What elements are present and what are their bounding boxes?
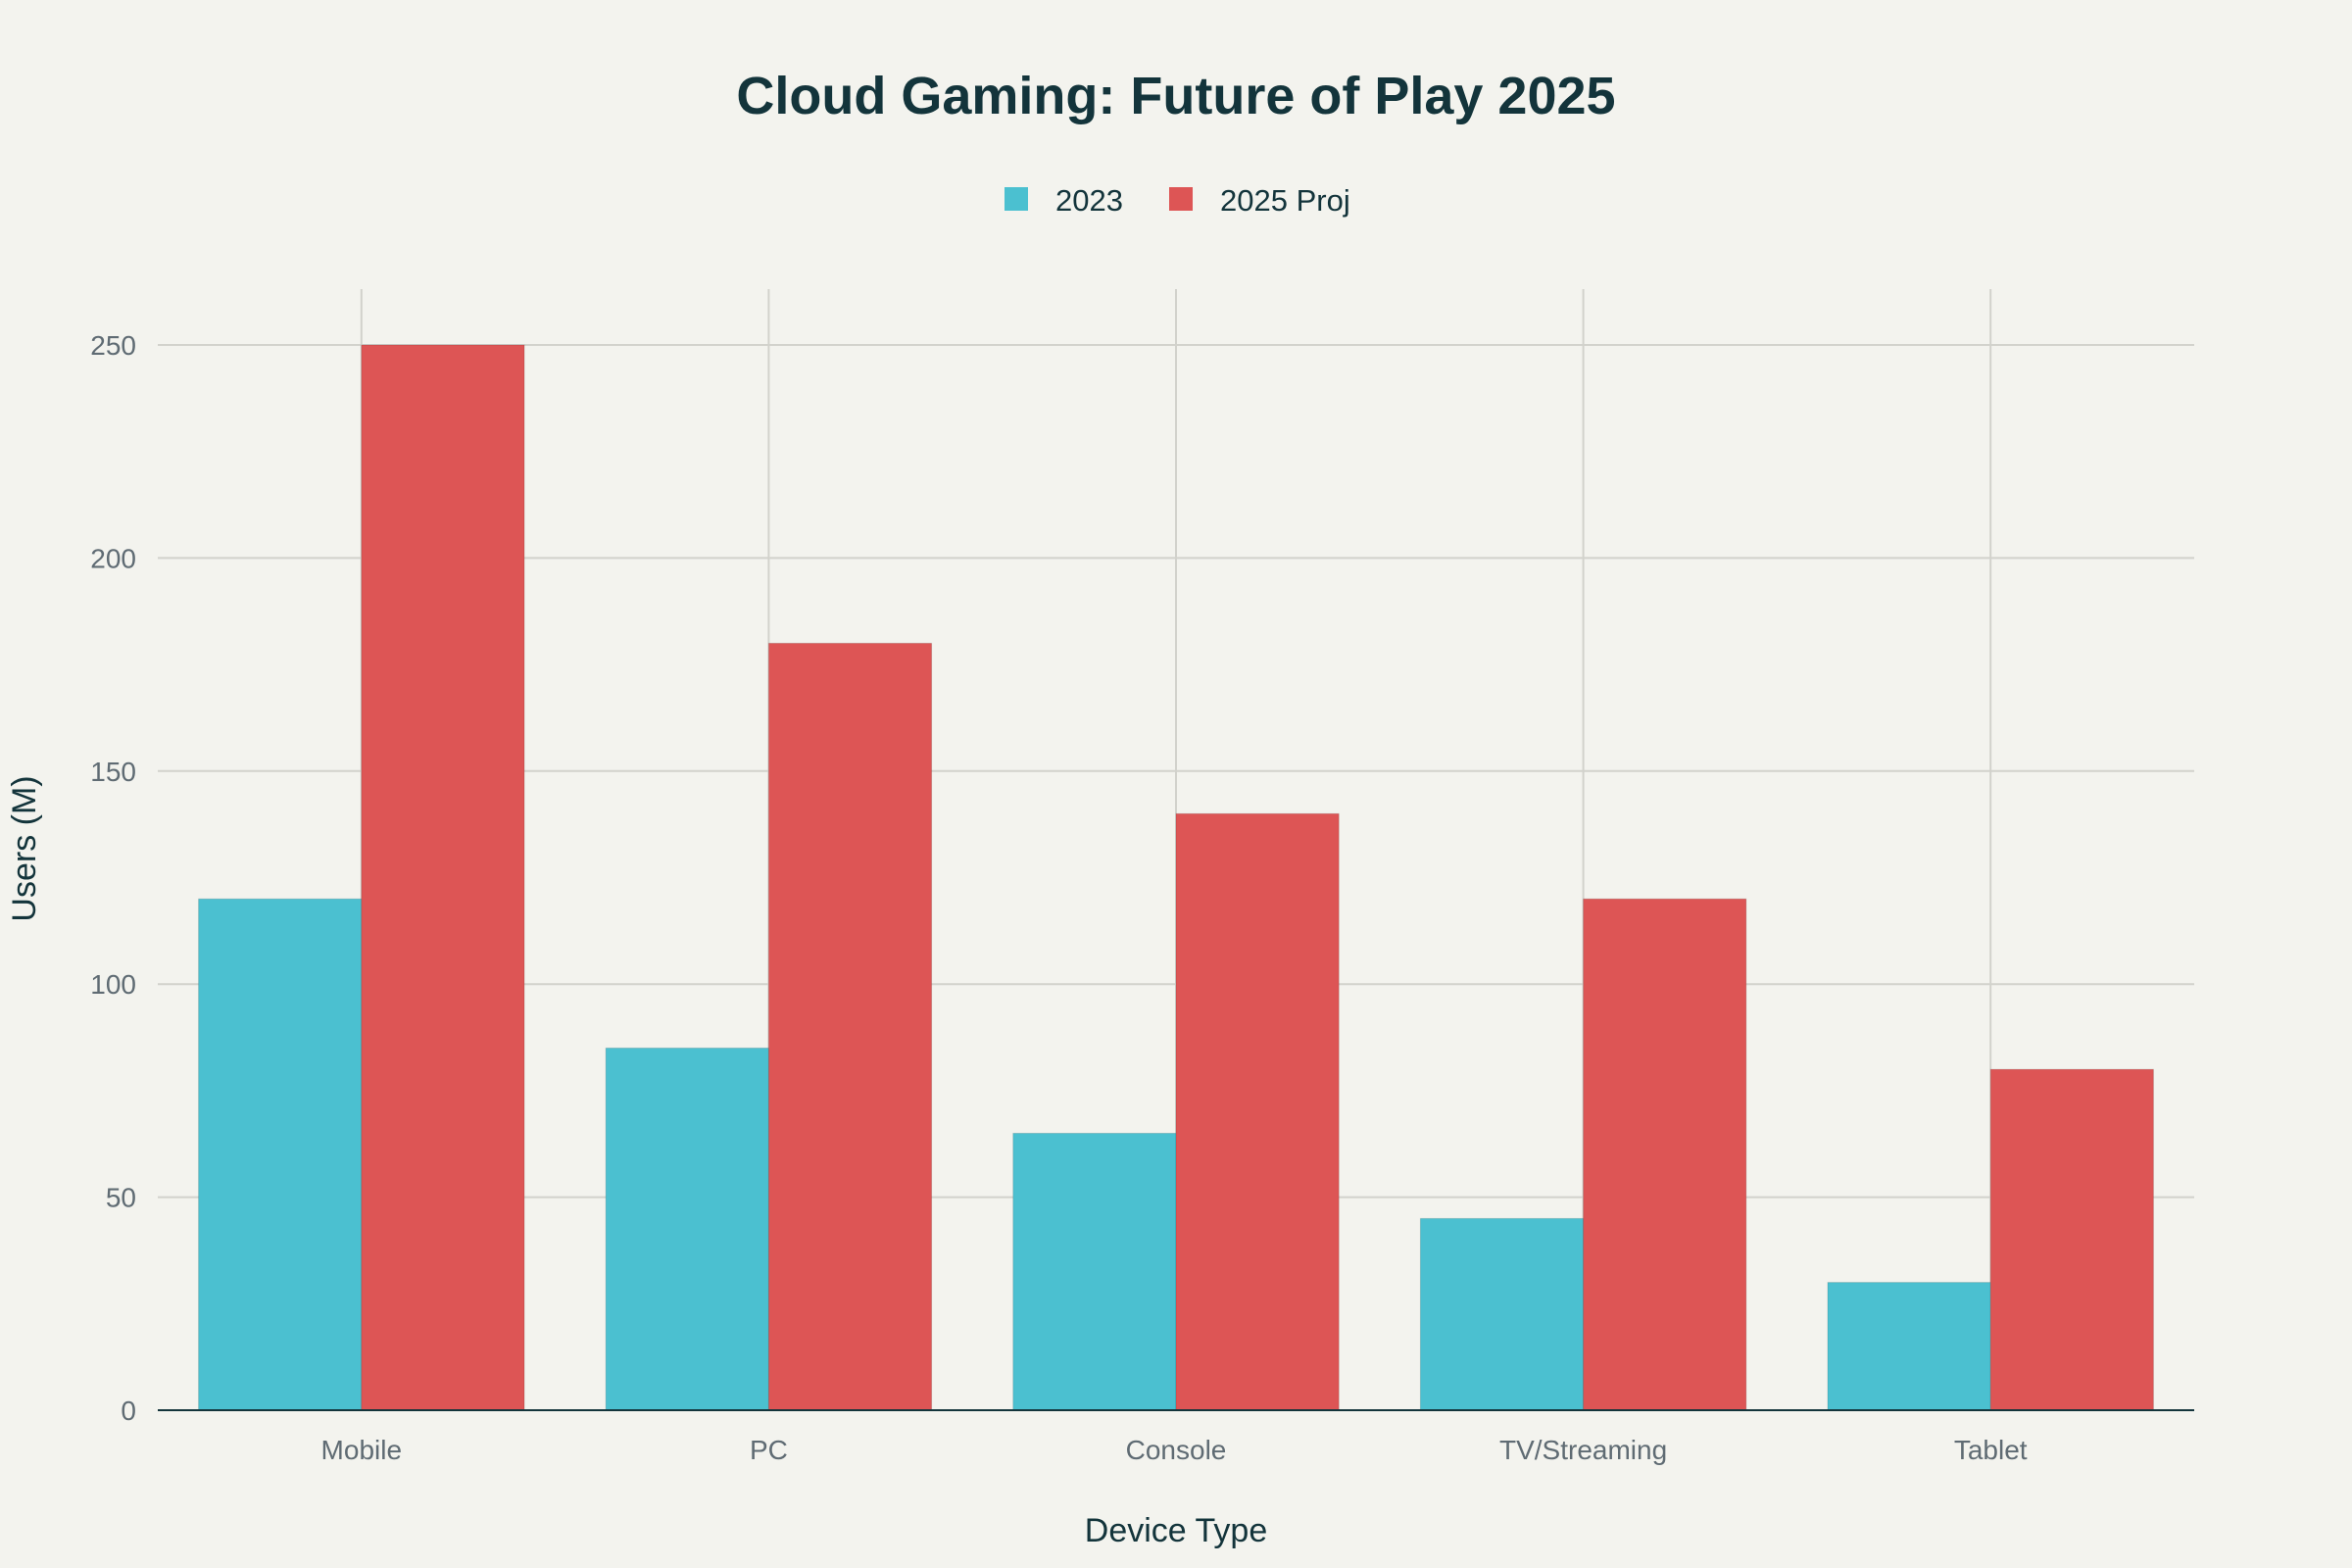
y-tick-label: 200 [90,543,136,573]
bar-2023-tablet [1827,1282,1991,1411]
bar-2025-proj-console [1175,812,1340,1411]
legend-label: 2025 Proj [1220,183,1350,218]
x-tick-label: Console [1126,1435,1227,1465]
bar-2023-pc [605,1047,769,1411]
bar-2025-proj-tv-streaming [1583,898,1747,1411]
y-tick-label: 100 [90,969,136,1000]
y-tick-label: 50 [106,1183,136,1213]
legend-swatch [1169,187,1193,211]
y-tick-label: 0 [121,1396,136,1426]
x-axis-title: Device Type [1085,1512,1267,1549]
bar-2023-mobile [198,898,363,1411]
y-tick-label: 150 [90,757,136,787]
legend-swatch [1004,187,1028,211]
bar-2025-proj-mobile [361,344,525,1411]
bar-2023-tv-streaming [1419,1217,1585,1411]
bars [198,344,2154,1411]
chart-title: Cloud Gaming: Future of Play 2025 [736,67,1615,125]
x-tick-label: Tablet [1954,1435,2028,1465]
y-tick-label: 250 [90,330,136,361]
bar-2025-proj-pc [767,642,933,1411]
x-tick-label: Mobile [321,1435,402,1465]
x-tick-label: TV/Streaming [1499,1435,1667,1465]
legend: 2023 2025 Proj [1004,183,1350,218]
x-tick-label: PC [750,1435,788,1465]
legend-label: 2023 [1055,183,1123,218]
bar-2025-proj-tablet [1989,1068,2154,1411]
y-axis-title: Users (M) [6,775,43,921]
axes: 0 50 100 150 200 250 Mobile PC Console TV/Streami… [90,330,2194,1465]
bar-2023-console [1012,1132,1177,1411]
